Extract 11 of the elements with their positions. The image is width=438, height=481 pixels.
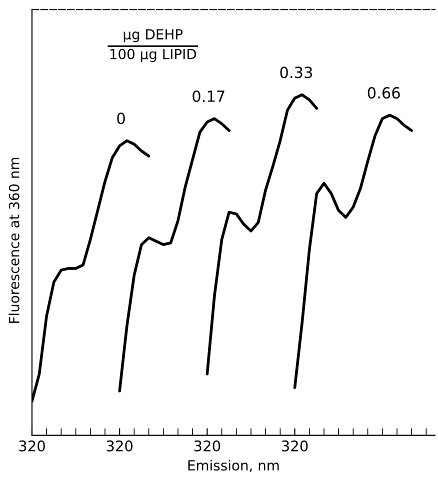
x-tick-label: 320 [282, 440, 308, 452]
x-tick-label: 320 [194, 440, 220, 452]
series-label: 0 [117, 112, 125, 124]
x-tick-label: 320 [19, 440, 45, 452]
x-axis-title: Emission, nm [188, 460, 279, 472]
series-label: 0.17 [192, 90, 224, 102]
y-axis-title: Fluorescence at 360 nm [8, 158, 20, 323]
legend-title: µg DEHP 100 µg LIPID [110, 29, 196, 62]
series-label: 0.33 [280, 66, 312, 78]
series-label: 0.66 [368, 87, 400, 99]
x-tick-label: 320 [106, 440, 133, 452]
